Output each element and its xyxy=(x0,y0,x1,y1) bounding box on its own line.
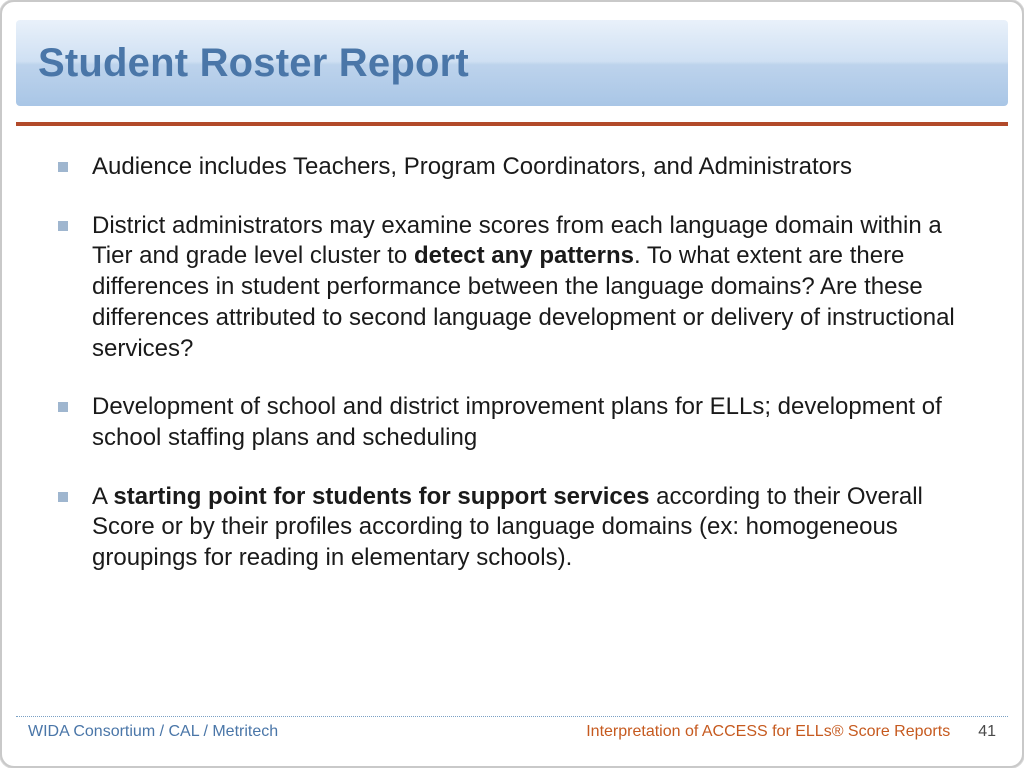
text-run: starting point for students for support … xyxy=(113,483,649,510)
text-run: detect any patterns xyxy=(414,242,634,269)
footer: WIDA Consortium / CAL / Metritech Interp… xyxy=(16,716,1008,752)
accent-divider xyxy=(16,122,1008,126)
footer-row: WIDA Consortium / CAL / Metritech Interp… xyxy=(16,723,1008,741)
text-run: Development of school and district impro… xyxy=(92,393,942,451)
list-item: A starting point for students for suppor… xyxy=(52,482,972,574)
footer-mid-text: Interpretation of ACCESS for ELLs® Score… xyxy=(586,723,950,741)
text-run: Audience includes Teachers, Program Coor… xyxy=(92,153,852,180)
content-area: Audience includes Teachers, Program Coor… xyxy=(52,152,972,696)
list-item: District administrators may examine scor… xyxy=(52,211,972,365)
text-run: A xyxy=(92,483,113,510)
list-item: Development of school and district impro… xyxy=(52,392,972,453)
title-band: Student Roster Report xyxy=(16,20,1008,106)
bullet-list: Audience includes Teachers, Program Coor… xyxy=(52,152,972,574)
footer-divider xyxy=(16,716,1008,717)
slide-title: Student Roster Report xyxy=(38,41,469,86)
list-item: Audience includes Teachers, Program Coor… xyxy=(52,152,972,183)
slide-frame: Student Roster Report Audience includes … xyxy=(0,0,1024,768)
footer-page-number: 41 xyxy=(978,723,996,741)
footer-left-text: WIDA Consortium / CAL / Metritech xyxy=(28,723,278,741)
